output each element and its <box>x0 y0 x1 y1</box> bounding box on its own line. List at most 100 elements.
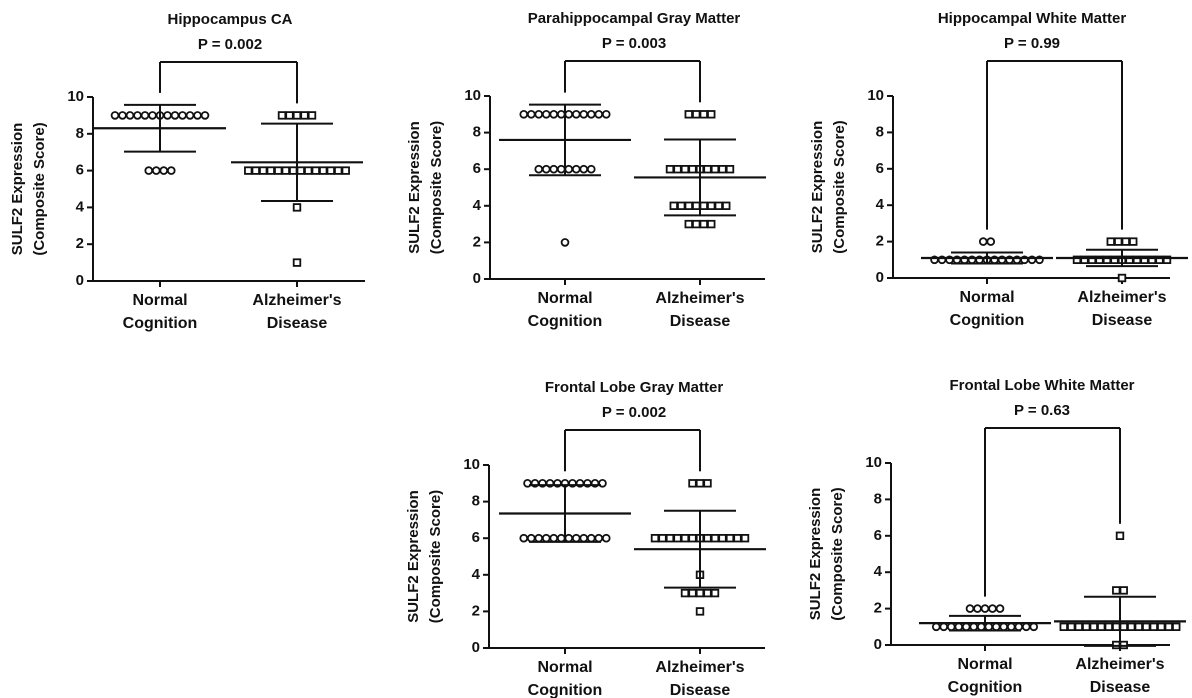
data-point <box>549 164 559 174</box>
x-tick-label: Normal <box>537 290 592 307</box>
y-tick-label: 4 <box>874 563 883 580</box>
data-point <box>541 110 551 119</box>
data-point <box>251 166 260 175</box>
y-tick-label: 0 <box>76 272 84 289</box>
data-point <box>703 479 712 488</box>
data-point <box>556 533 566 543</box>
data-point <box>526 110 536 119</box>
data-point <box>692 201 701 210</box>
data-point <box>688 534 697 543</box>
y-tick-label: 0 <box>874 636 882 653</box>
data-point <box>266 166 275 175</box>
y-axis-label: SULF2 Expression <box>9 123 26 256</box>
data-point <box>571 533 581 543</box>
data-point <box>1114 237 1123 246</box>
data-point <box>707 219 716 229</box>
y-tick-label: 2 <box>472 602 480 619</box>
data-point <box>334 166 343 175</box>
x-tick-label: Normal <box>957 656 1012 673</box>
data-point <box>695 588 705 598</box>
data-point <box>1162 255 1172 264</box>
x-tick-label: Normal <box>959 289 1014 306</box>
data-point <box>170 111 180 120</box>
y-axis-label: SULF2 Expression <box>809 121 826 254</box>
data-point <box>1106 237 1115 246</box>
data-point <box>1157 622 1166 631</box>
data-point <box>931 622 941 632</box>
data-point <box>692 219 701 229</box>
data-point <box>1082 622 1091 631</box>
data-point <box>984 622 994 632</box>
y-tick-label: 6 <box>472 529 480 546</box>
data-point <box>519 110 529 119</box>
data-point <box>110 111 120 120</box>
data-point <box>277 111 287 120</box>
x-tick-label: Cognition <box>528 313 603 330</box>
data-point <box>1014 622 1024 632</box>
data-point <box>965 604 975 613</box>
data-point <box>292 203 302 212</box>
data-point <box>714 201 723 210</box>
data-point <box>549 533 559 543</box>
data-point <box>699 201 708 210</box>
x-tick-label: Disease <box>670 313 731 330</box>
data-point <box>680 534 690 543</box>
data-point <box>1129 237 1138 246</box>
data-point <box>151 166 161 175</box>
data-point <box>125 111 135 120</box>
y-axis-label: SULF2 Expression <box>405 490 422 623</box>
y-tick-label: 8 <box>76 125 84 142</box>
data-point <box>650 534 660 543</box>
data-point <box>148 111 157 120</box>
y-axis-label: SULF2 Expression <box>807 488 824 621</box>
y-tick-label: 6 <box>76 162 84 179</box>
y-tick-label: 6 <box>874 527 882 544</box>
data-point <box>707 201 716 210</box>
data-point <box>579 164 589 174</box>
data-point <box>1172 622 1181 631</box>
data-point <box>341 166 350 175</box>
data-point <box>244 166 253 175</box>
data-point <box>1072 255 1082 264</box>
data-point <box>710 164 720 174</box>
y-tick-label: 2 <box>876 233 884 250</box>
y-tick-label: 10 <box>865 454 882 471</box>
data-point <box>999 622 1009 632</box>
data-point <box>695 607 705 616</box>
y-axis-label: SULF2 Expression <box>406 121 423 254</box>
data-point <box>988 604 997 613</box>
data-point <box>185 111 195 120</box>
data-point <box>954 622 964 632</box>
data-point <box>564 533 574 543</box>
y-tick-label: 10 <box>463 456 480 473</box>
y-tick-label: 4 <box>876 196 885 213</box>
data-point <box>665 164 675 174</box>
data-point <box>946 622 956 632</box>
data-point <box>556 110 566 119</box>
data-point <box>564 164 574 174</box>
chart-title: Frontal Lobe Gray Matter <box>545 379 724 396</box>
y-tick-label: 8 <box>472 493 480 510</box>
data-point <box>995 604 1005 613</box>
data-point <box>961 622 971 632</box>
x-tick-label: Cognition <box>528 682 603 698</box>
y-tick-label: 2 <box>874 600 882 617</box>
data-point <box>193 111 202 120</box>
p-value: P = 0.002 <box>198 36 262 53</box>
data-point <box>680 588 690 598</box>
data-point <box>1149 622 1158 631</box>
data-point <box>579 533 589 543</box>
data-point <box>289 166 298 175</box>
data-point <box>976 622 986 632</box>
y-axis-label: (Composite Score) <box>829 487 846 620</box>
x-tick-label: Alzheimer's <box>655 659 744 676</box>
data-point <box>579 110 589 119</box>
data-point <box>159 166 169 175</box>
data-point <box>692 110 701 119</box>
y-tick-label: 8 <box>473 124 481 141</box>
chart-title: Parahippocampal Gray Matter <box>528 10 741 27</box>
data-point <box>178 111 187 120</box>
data-point <box>1087 255 1097 264</box>
data-point <box>300 111 309 120</box>
